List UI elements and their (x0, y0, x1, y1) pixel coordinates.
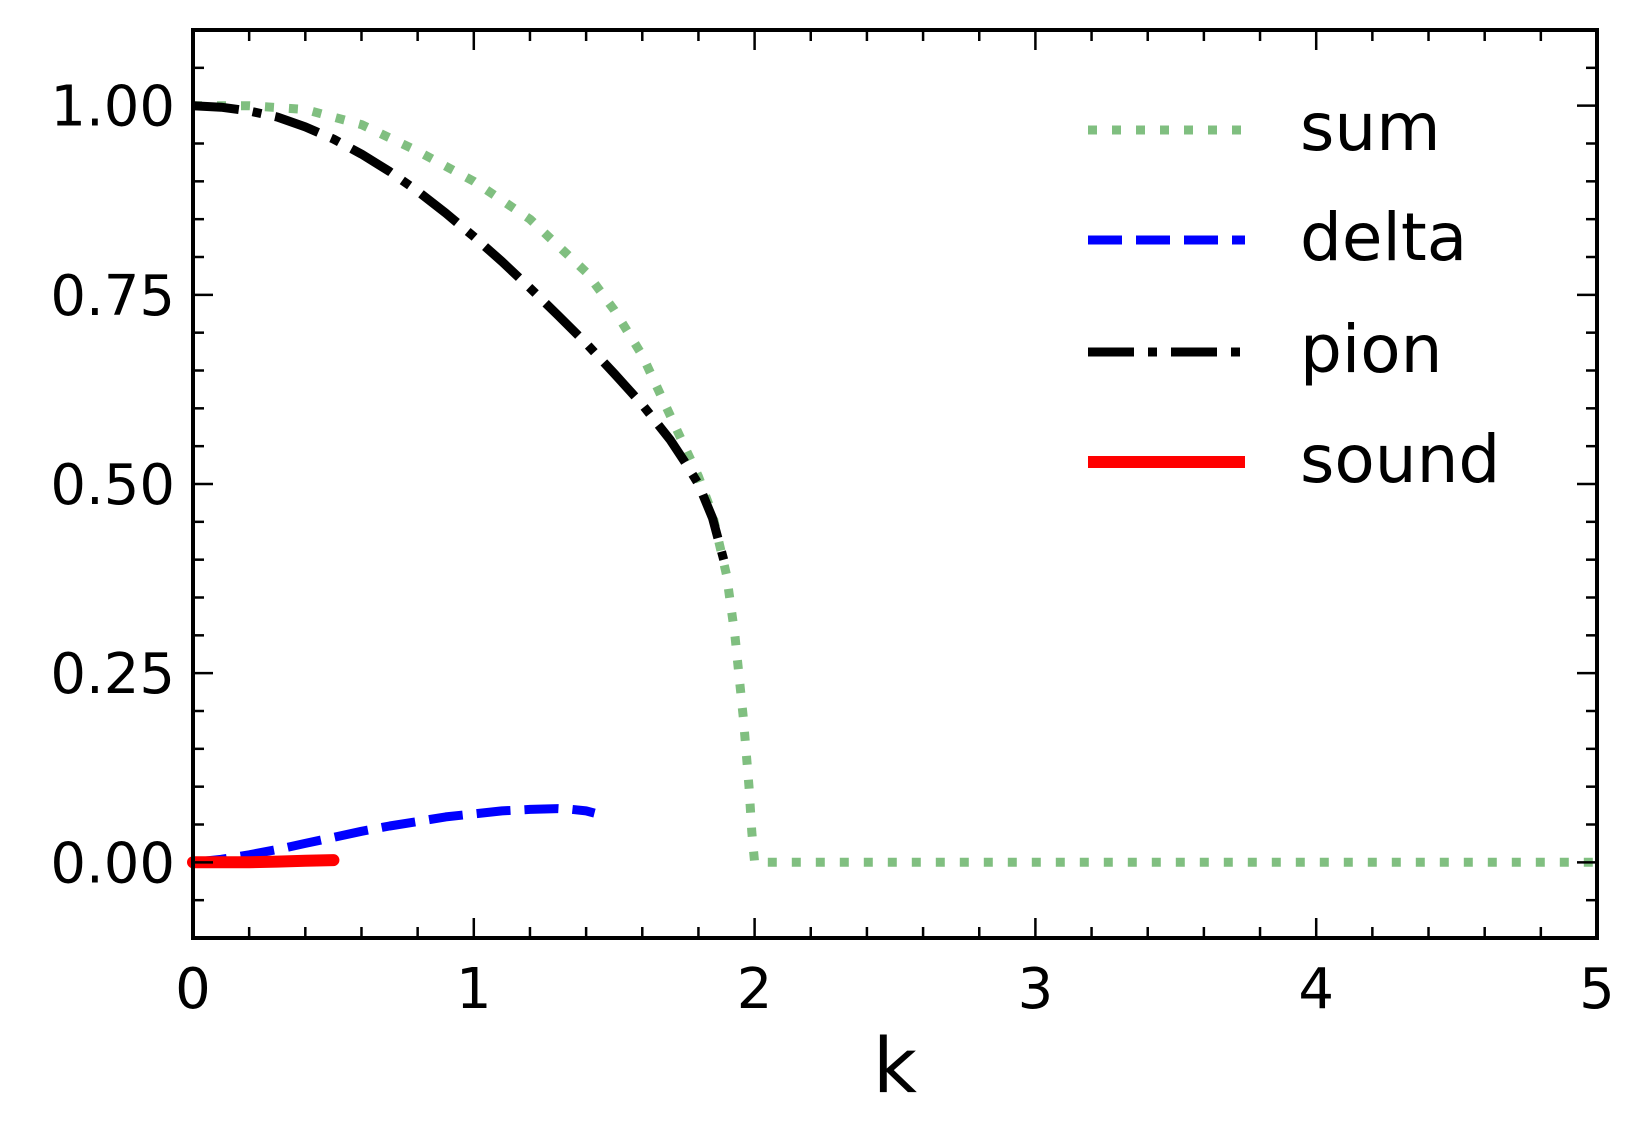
y-tick-label: 1.00 (50, 75, 175, 140)
y-tick-label: 0.25 (50, 642, 175, 707)
x-tick-label: 2 (737, 957, 773, 1022)
tick-labels: 0 1 2 3 4 5 0.00 0.25 0.50 0.75 1.00 (50, 75, 1615, 1022)
x-tick-label: 0 (175, 957, 211, 1022)
x-tick-label: 4 (1298, 957, 1334, 1022)
x-axis-label: k (873, 1021, 917, 1110)
legend-label-sound: sound (1300, 421, 1500, 498)
y-tick-label: 0.75 (50, 264, 175, 329)
y-tick-label: 0.00 (50, 831, 175, 896)
legend: sum delta pion sound (1088, 89, 1500, 498)
legend-label-pion: pion (1300, 311, 1442, 388)
series-line-sum (193, 101, 1597, 867)
x-tick-label: 5 (1579, 957, 1615, 1022)
series-line-sound (187, 854, 340, 869)
series-line-delta (192, 804, 596, 867)
legend-label-sum: sum (1300, 89, 1441, 166)
series-line-pion (192, 101, 729, 561)
y-tick-label: 0.50 (50, 453, 175, 518)
data-lines (187, 101, 1597, 869)
axis-ticks (191, 28, 1599, 940)
x-tick-label: 1 (456, 957, 492, 1022)
legend-label-delta: delta (1300, 199, 1467, 276)
x-tick-label: 3 (1018, 957, 1054, 1022)
